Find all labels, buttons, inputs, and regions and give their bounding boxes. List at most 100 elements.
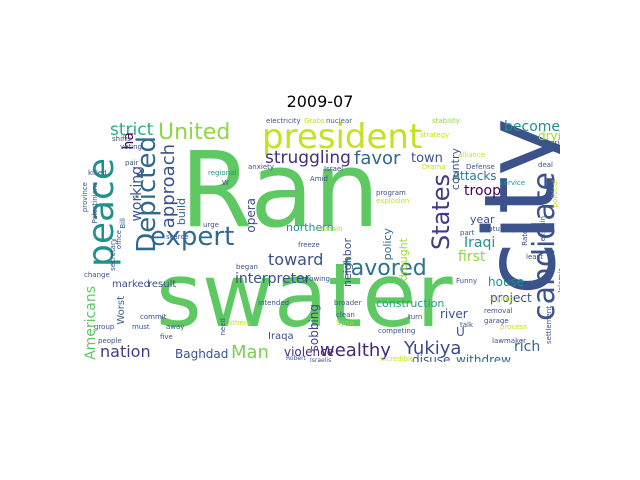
cloud-word: incredible	[380, 355, 415, 363]
cloud-word: Rates	[521, 226, 529, 246]
cloud-word: injured	[490, 295, 515, 303]
cloud-word: explain	[539, 216, 547, 242]
cloud-word: interpreter	[235, 271, 311, 287]
cloud-word: electricity	[266, 118, 301, 125]
cloud-word: northern	[286, 221, 334, 234]
cloud-word: deal	[538, 161, 553, 169]
cloud-word: regional	[208, 169, 237, 177]
cloud-word: killed	[88, 169, 107, 177]
cloud-word: house	[488, 275, 525, 289]
cloud-word: settlement	[545, 306, 553, 345]
cloud-word: Defense	[466, 163, 495, 171]
cloud-word: office	[115, 230, 123, 250]
cloud-word: swater	[156, 244, 453, 347]
cloud-word: rich	[514, 339, 541, 355]
cloud-word: process	[500, 323, 527, 331]
cloud-word: urge	[203, 221, 219, 229]
cloud-word: five	[160, 333, 173, 341]
cloud-word: change	[84, 271, 110, 279]
cloud-word: first	[458, 249, 486, 265]
cloud-word: people	[98, 337, 122, 345]
cloud-word: withdrew	[456, 353, 511, 362]
cloud-word: drying	[538, 129, 560, 143]
cloud-word: Robert	[286, 355, 306, 362]
cloud-word: began	[236, 263, 258, 271]
cloud-word: strict	[110, 120, 154, 140]
cloud-word: marked	[112, 279, 150, 290]
cloud-word: Drama	[422, 163, 446, 171]
cloud-word: pair	[125, 159, 139, 167]
cloud-word: turn	[408, 313, 423, 321]
cloud-word: Syria	[336, 319, 354, 327]
cloud-word: favored	[343, 256, 427, 281]
cloud-word: least	[526, 253, 543, 261]
cloud-word: struggling	[265, 148, 351, 168]
cloud-word: competing	[378, 327, 416, 335]
word-cloud: Ran swater city president peace candidate Depi…	[80, 118, 560, 362]
cloud-word: growing	[302, 275, 330, 283]
cloud-word: project	[490, 291, 532, 305]
cloud-word: need	[219, 318, 227, 336]
cloud-word: lawmaker	[492, 337, 527, 345]
cloud-word: stability	[432, 118, 460, 125]
cloud-word: shifts	[112, 135, 131, 143]
cloud-word: part	[460, 229, 475, 237]
cloud-word: Israelis	[310, 357, 332, 363]
cloud-word: Iraqa	[268, 331, 294, 342]
cloud-word: Attacks	[452, 169, 497, 183]
cloud-word: troop	[464, 183, 501, 199]
cloud-word: province	[81, 182, 89, 213]
cloud-word: toward	[268, 250, 324, 269]
cloud-word: political	[551, 180, 559, 208]
cloud-word: drought	[397, 238, 410, 282]
cloud-word: neighbor	[341, 238, 354, 287]
cloud-word: intended	[258, 299, 290, 307]
cloud-word: year	[470, 213, 495, 226]
cloud-word: president	[262, 118, 423, 157]
chart-title: 2009-07	[286, 92, 354, 111]
cloud-word: Amid	[310, 175, 328, 183]
cloud-word: Man	[231, 342, 269, 362]
cloud-word: river	[440, 307, 468, 321]
cloud-word: Palestinians	[91, 182, 99, 224]
cloud-word: Islamic	[557, 268, 560, 293]
cloud-word: Worst	[116, 296, 127, 325]
cloud-word: others	[228, 319, 251, 327]
cloud-word: U	[456, 325, 465, 339]
cloud-word: Ran	[180, 129, 380, 251]
cloud-word: nuclear	[326, 118, 353, 125]
cloud-word: opera	[244, 198, 258, 233]
cloud-word: Funny	[456, 277, 478, 285]
cloud-word: construction	[376, 297, 445, 310]
cloud-word: town	[411, 151, 443, 166]
cloud-word: Yukiya	[404, 338, 462, 359]
cloud-word: commit	[140, 313, 167, 321]
cloud-word: scarce	[166, 233, 189, 241]
cloud-word: W	[222, 179, 229, 187]
cloud-word: removal	[484, 307, 513, 315]
cloud-word: sobbing	[307, 304, 321, 352]
cloud-word: anxiety	[248, 163, 275, 171]
cloud-word: gripped	[550, 139, 560, 147]
cloud-word: group	[94, 323, 115, 331]
cloud-word: freeze	[298, 241, 320, 249]
cloud-word: service	[500, 179, 526, 187]
cloud-word: strategy	[420, 131, 450, 139]
cloud-word: Iraqi	[464, 235, 496, 251]
cloud-word: United	[158, 120, 231, 145]
cloud-word: away	[166, 323, 185, 331]
cloud-word: Bill	[119, 218, 127, 229]
cloud-word: nation	[100, 342, 151, 361]
cloud-word: Saturday	[484, 225, 516, 233]
cloud-word: Grabs	[304, 118, 325, 125]
cloud-word: explosion	[376, 197, 410, 205]
cloud-word: talk	[460, 321, 474, 329]
cloud-word: garage	[484, 317, 509, 325]
cloud-word: voting	[120, 143, 142, 151]
cloud-word: must	[132, 323, 150, 331]
cloud-word: working	[129, 166, 145, 222]
cloud-word: become	[504, 119, 560, 135]
cloud-word: secretary	[109, 238, 117, 271]
cloud-word: result	[148, 279, 177, 290]
